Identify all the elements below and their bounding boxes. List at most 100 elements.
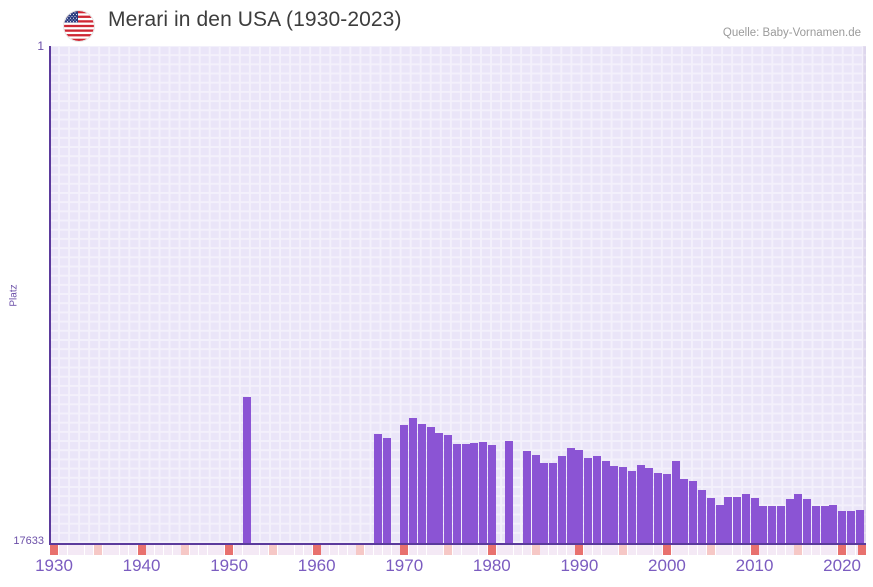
x-tick-1992 bbox=[592, 545, 601, 555]
bar-2006[interactable] bbox=[715, 505, 724, 544]
bar-2004[interactable] bbox=[698, 490, 706, 544]
bar-2013[interactable] bbox=[776, 506, 785, 544]
bar-1995[interactable] bbox=[619, 467, 628, 544]
bar-1990[interactable] bbox=[575, 450, 584, 544]
x-tick-2018 bbox=[820, 545, 829, 555]
x-tick-1941 bbox=[146, 545, 155, 555]
bar-1967[interactable] bbox=[374, 434, 382, 544]
bar-2015[interactable] bbox=[794, 494, 803, 544]
x-tick-1949 bbox=[216, 545, 225, 555]
x-axis-label-2010: 2010 bbox=[735, 556, 774, 575]
bar-2002[interactable] bbox=[680, 479, 689, 544]
x-tick-1980 bbox=[487, 545, 496, 555]
x-tick-1969 bbox=[391, 545, 400, 555]
x-tick-1970 bbox=[400, 545, 409, 555]
bar-1973[interactable] bbox=[426, 427, 435, 544]
x-tick-1937 bbox=[111, 545, 120, 555]
bar-1994[interactable] bbox=[610, 466, 619, 544]
y-axis-line bbox=[49, 46, 51, 544]
bar-2017[interactable] bbox=[811, 506, 820, 544]
bar-1986[interactable] bbox=[540, 463, 549, 544]
bar-2009[interactable] bbox=[741, 494, 750, 544]
bar-2010[interactable] bbox=[750, 498, 759, 544]
x-tick-1950 bbox=[225, 545, 234, 555]
bar-1979[interactable] bbox=[479, 442, 488, 544]
bar-2014[interactable] bbox=[785, 499, 794, 544]
x-tick-1974 bbox=[435, 545, 444, 555]
x-tick-1962 bbox=[330, 545, 339, 555]
x-tick-1952 bbox=[242, 545, 251, 555]
bar-2019[interactable] bbox=[829, 505, 838, 544]
bar-1998[interactable] bbox=[645, 468, 654, 544]
x-tick-1997 bbox=[636, 545, 645, 555]
x-axis-label-1930: 1930 bbox=[35, 556, 73, 575]
x-tick-1933 bbox=[76, 545, 85, 555]
x-tick-1964 bbox=[347, 545, 356, 555]
x-tick-1954 bbox=[260, 545, 269, 555]
bar-2003[interactable] bbox=[689, 481, 698, 544]
bar-2020[interactable] bbox=[838, 511, 847, 544]
bar-1980[interactable] bbox=[487, 445, 496, 544]
x-tick-1934 bbox=[85, 545, 94, 555]
bar-1952[interactable] bbox=[242, 397, 251, 544]
x-axis-label-2020: 2020 bbox=[823, 556, 861, 575]
bar-1972[interactable] bbox=[417, 424, 426, 544]
bar-1989[interactable] bbox=[566, 448, 575, 544]
x-tick-1989 bbox=[566, 545, 575, 555]
bar-2018[interactable] bbox=[820, 506, 829, 544]
x-tick-1999 bbox=[654, 545, 663, 555]
bar-1978[interactable] bbox=[470, 443, 479, 544]
forecast-shaded-region bbox=[863, 46, 866, 544]
x-tick-1990 bbox=[575, 545, 584, 555]
bar-1974[interactable] bbox=[435, 433, 444, 544]
x-tick-1961 bbox=[321, 545, 330, 555]
x-tick-1955 bbox=[268, 545, 277, 555]
x-tick-1984 bbox=[522, 545, 531, 555]
bar-1976[interactable] bbox=[452, 444, 461, 544]
x-tick-1981 bbox=[496, 545, 505, 555]
bar-2007[interactable] bbox=[724, 497, 733, 544]
bar-2012[interactable] bbox=[768, 506, 777, 544]
bar-1988[interactable] bbox=[557, 456, 566, 544]
bar-1985[interactable] bbox=[531, 455, 540, 544]
x-tick-1968 bbox=[382, 545, 391, 555]
bar-1992[interactable] bbox=[592, 456, 601, 544]
bar-1984[interactable] bbox=[522, 451, 531, 544]
bar-2022[interactable] bbox=[855, 510, 864, 544]
x-tick-1976 bbox=[452, 545, 461, 555]
bar-1977[interactable] bbox=[461, 444, 470, 544]
x-tick-1987 bbox=[549, 545, 558, 555]
chart-plot-area bbox=[49, 46, 866, 544]
bar-1971[interactable] bbox=[409, 418, 418, 544]
bar-series bbox=[49, 46, 866, 544]
x-tick-1953 bbox=[251, 545, 260, 555]
bar-2008[interactable] bbox=[733, 497, 742, 544]
x-tick-1947 bbox=[198, 545, 207, 555]
x-tick-1936 bbox=[102, 545, 111, 555]
bar-2005[interactable] bbox=[706, 498, 715, 544]
bar-2021[interactable] bbox=[846, 511, 855, 544]
bar-1970[interactable] bbox=[400, 425, 409, 544]
bar-1999[interactable] bbox=[654, 473, 663, 544]
x-tick-1991 bbox=[584, 545, 593, 555]
bar-1993[interactable] bbox=[601, 461, 610, 544]
source-attribution: Quelle: Baby-Vornamen.de bbox=[722, 27, 861, 39]
bar-1997[interactable] bbox=[636, 465, 645, 544]
bar-1991[interactable] bbox=[584, 458, 593, 544]
x-tick-1986 bbox=[540, 545, 549, 555]
x-tick-2019 bbox=[829, 545, 838, 555]
bar-1987[interactable] bbox=[549, 463, 558, 544]
x-tick-1945 bbox=[181, 545, 190, 555]
bar-2011[interactable] bbox=[759, 506, 768, 544]
bar-1982[interactable] bbox=[505, 441, 514, 544]
x-tick-2001 bbox=[671, 545, 680, 555]
x-tick-1978 bbox=[470, 545, 479, 555]
bar-1968[interactable] bbox=[382, 438, 391, 544]
bar-2001[interactable] bbox=[671, 461, 680, 544]
x-tick-1942 bbox=[155, 545, 164, 555]
bar-1996[interactable] bbox=[627, 471, 636, 544]
bar-2016[interactable] bbox=[803, 499, 812, 544]
bar-2000[interactable] bbox=[662, 474, 671, 544]
x-tick-2009 bbox=[741, 545, 750, 555]
bar-1975[interactable] bbox=[444, 435, 453, 544]
